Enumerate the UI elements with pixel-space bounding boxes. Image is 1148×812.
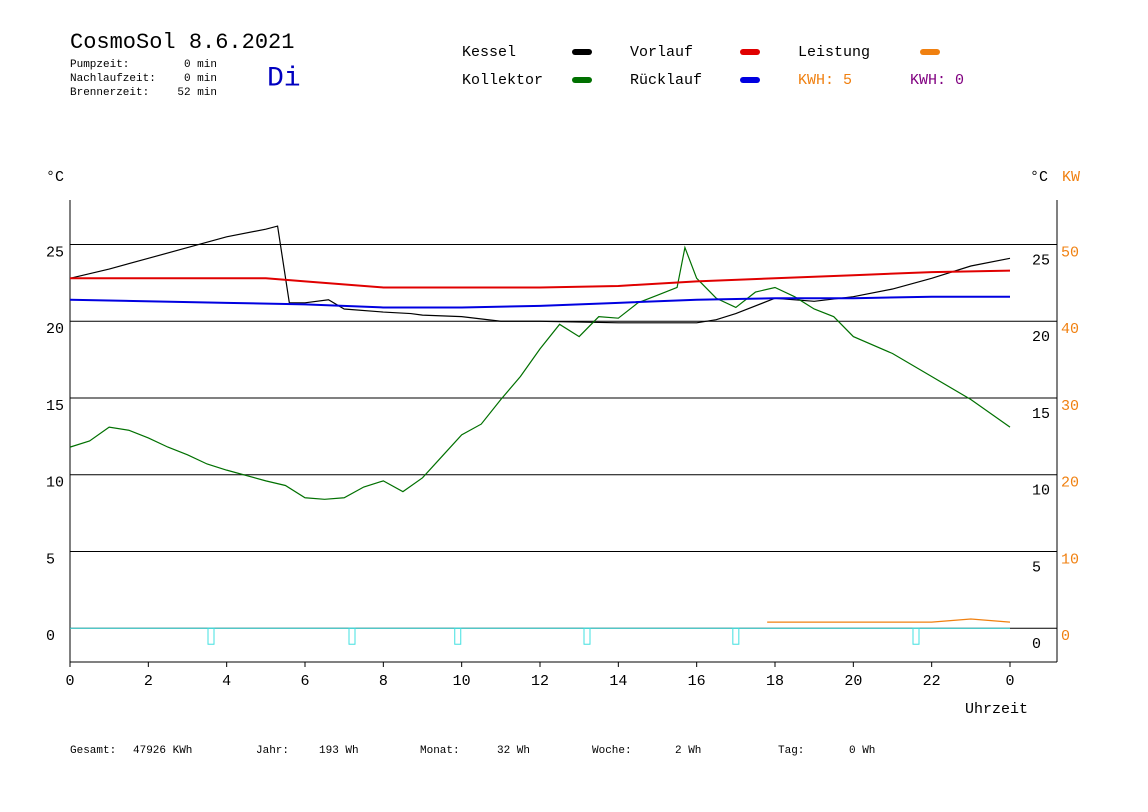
y-right-tick-label: 10 (1032, 483, 1050, 500)
y-right-tick-label: 15 (1032, 406, 1050, 423)
x-tick-label: 20 (844, 673, 862, 690)
x-tick-label: 8 (379, 673, 388, 690)
pump-marker (912, 627, 920, 645)
y-right-tick-label: 5 (1032, 559, 1041, 576)
weekday: Di (267, 63, 301, 94)
footer-label: Jahr: (256, 745, 289, 757)
stat-value: 0 min (184, 59, 217, 71)
pump-marker (583, 627, 591, 645)
series-line (70, 269, 1011, 289)
y2-tick-label: 40 (1061, 321, 1079, 338)
stat-value: 52 min (177, 87, 217, 99)
footer-label: Monat: (420, 745, 460, 757)
legend-swatch (572, 77, 592, 83)
legend-swatch (572, 49, 592, 55)
x-tick-label: 10 (453, 673, 471, 690)
footer-value: 47926 KWh (133, 745, 192, 757)
x-tick-label: 16 (688, 673, 706, 690)
y-tick-label: 10 (46, 475, 64, 492)
y-tick-label: 0 (46, 628, 55, 645)
x-tick-label: 22 (923, 673, 941, 690)
series-line (69, 245, 1011, 500)
y2-tick-label: 10 (1061, 551, 1079, 568)
energy-label: KWH: 0 (910, 72, 964, 89)
pump-marker (454, 627, 462, 645)
y-right-tick-label: 25 (1032, 252, 1050, 269)
legend-label: Rücklauf (630, 72, 702, 89)
y2-axis-label: KW (1062, 169, 1080, 186)
x-tick-label: 0 (65, 673, 74, 690)
x-tick-label: 12 (531, 673, 549, 690)
legend-swatch (740, 49, 760, 55)
stat-label: Pumpzeit: (70, 59, 129, 71)
y2-tick-label: 20 (1061, 475, 1079, 492)
x-tick-label: 0 (1005, 673, 1014, 690)
pump-marker (732, 627, 740, 645)
footer-value: 2 Wh (675, 745, 701, 757)
legend-label: Kollektor (462, 72, 543, 89)
footer-label: Tag: (778, 745, 804, 757)
y-tick-label: 25 (46, 244, 64, 261)
series-line (767, 618, 1011, 623)
x-tick-label: 2 (144, 673, 153, 690)
legend-label: Kessel (462, 44, 516, 61)
x-tick-label: 4 (222, 673, 231, 690)
y2-tick-label: 50 (1061, 244, 1079, 261)
stat-label: Nachlaufzeit: (70, 73, 156, 85)
legend-swatch (740, 77, 760, 83)
series-line (69, 295, 1010, 309)
y-right-tick-label: 20 (1032, 329, 1050, 346)
y-axis-label: °C (46, 169, 64, 186)
footer-label: Gesamt: (70, 745, 116, 757)
footer-value: 32 Wh (497, 745, 530, 757)
y-tick-label: 20 (46, 321, 64, 338)
footer-value: 0 Wh (849, 745, 875, 757)
y2-axis-label: °C (1030, 169, 1048, 186)
stat-label: Brennerzeit: (70, 87, 149, 99)
y-tick-label: 15 (46, 398, 64, 415)
x-tick-label: 14 (609, 673, 627, 690)
x-axis-label: Uhrzeit (965, 701, 1028, 718)
footer-label: Woche: (592, 745, 632, 757)
legend-label: Vorlauf (630, 44, 693, 61)
x-tick-label: 18 (766, 673, 784, 690)
legend-label: Leistung (798, 44, 870, 61)
stat-value: 0 min (184, 73, 217, 85)
legend-swatch (920, 49, 940, 55)
pump-marker (348, 627, 356, 645)
y2-tick-label: 30 (1061, 398, 1079, 415)
y2-tick-label: 0 (1061, 628, 1070, 645)
chart-title: CosmoSol 8.6.2021 (70, 30, 294, 55)
y-tick-label: 5 (46, 551, 55, 568)
y-right-tick-label: 0 (1032, 636, 1041, 653)
energy-label: KWH: 5 (798, 72, 852, 89)
x-tick-label: 6 (300, 673, 309, 690)
pump-marker (207, 627, 215, 645)
footer-value: 193 Wh (319, 745, 359, 757)
